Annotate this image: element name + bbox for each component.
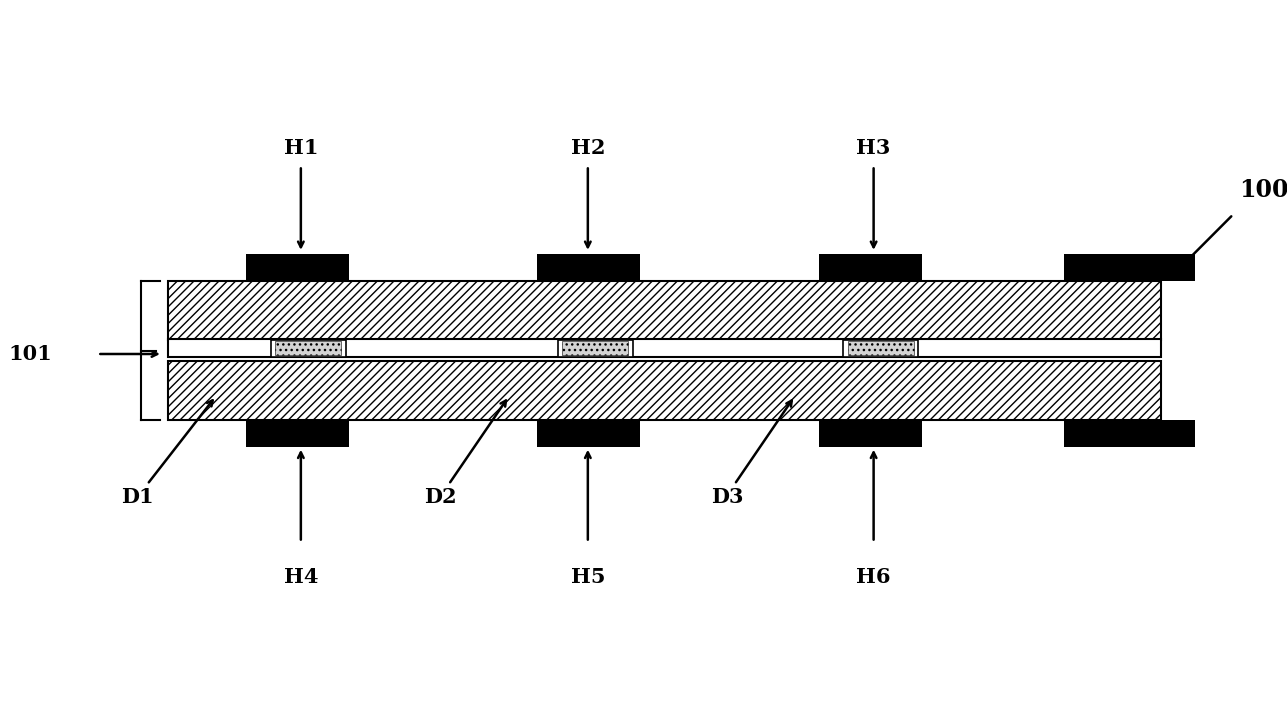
Bar (819, 421, 921, 447)
Bar (1064, 254, 1194, 280)
Bar (246, 421, 349, 447)
Text: H3: H3 (856, 138, 891, 158)
Bar (275, 341, 341, 355)
Bar (246, 254, 349, 280)
Bar (537, 421, 640, 447)
Bar (270, 340, 346, 357)
Bar (537, 254, 640, 280)
Text: D1: D1 (121, 487, 153, 507)
Text: H4: H4 (283, 567, 318, 587)
Bar (167, 280, 1161, 340)
Text: H1: H1 (283, 138, 318, 158)
Text: 101: 101 (9, 344, 53, 364)
Bar (819, 254, 921, 280)
Bar (843, 340, 919, 357)
Bar (848, 341, 914, 355)
Bar (167, 339, 1161, 358)
Text: H5: H5 (570, 567, 605, 587)
Bar (167, 361, 1161, 421)
Text: 100: 100 (1239, 178, 1287, 202)
Text: D2: D2 (423, 487, 457, 507)
Bar (562, 341, 628, 355)
Bar (557, 340, 633, 357)
Text: H2: H2 (570, 138, 605, 158)
Text: D3: D3 (710, 487, 744, 507)
Bar (1064, 421, 1194, 447)
Text: H6: H6 (856, 567, 891, 587)
